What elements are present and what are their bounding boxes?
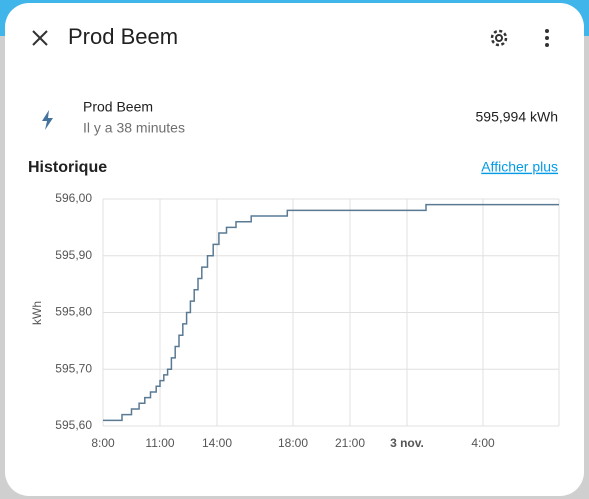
y-tick-label: 595,90 xyxy=(55,248,92,262)
y-tick-label: 596,00 xyxy=(55,191,92,205)
history-title: Historique xyxy=(28,159,107,176)
data-line xyxy=(103,203,559,422)
y-tick-label: 595,80 xyxy=(55,305,92,319)
x-tick-label: 14:00 xyxy=(202,436,232,450)
entity-state: 595,994 kWh xyxy=(476,109,559,125)
y-tick-label: 595,70 xyxy=(55,361,92,375)
y-axis-label: kWh xyxy=(30,301,44,325)
x-tick-label: 18:00 xyxy=(278,436,308,450)
dialog-title: Prod Beem xyxy=(68,24,178,49)
dialog xyxy=(5,3,584,496)
x-tick-label: 21:00 xyxy=(335,436,365,450)
more-link[interactable]: Afficher plus xyxy=(481,159,558,175)
x-tick-label: 11:00 xyxy=(145,436,174,450)
last-changed: Il y a 38 minutes xyxy=(83,120,185,136)
x-tick-label: 8:00 xyxy=(91,436,115,450)
x-tick-label: 4:00 xyxy=(471,436,495,450)
entity-icon xyxy=(42,110,53,130)
menu-button[interactable] xyxy=(545,29,549,47)
x-tick-label: 3 nov. xyxy=(390,436,424,450)
y-tick-label: 595,60 xyxy=(55,418,92,432)
close-button[interactable] xyxy=(32,30,48,46)
entity-name: Prod Beem xyxy=(83,99,153,115)
settings-button[interactable] xyxy=(490,29,508,47)
